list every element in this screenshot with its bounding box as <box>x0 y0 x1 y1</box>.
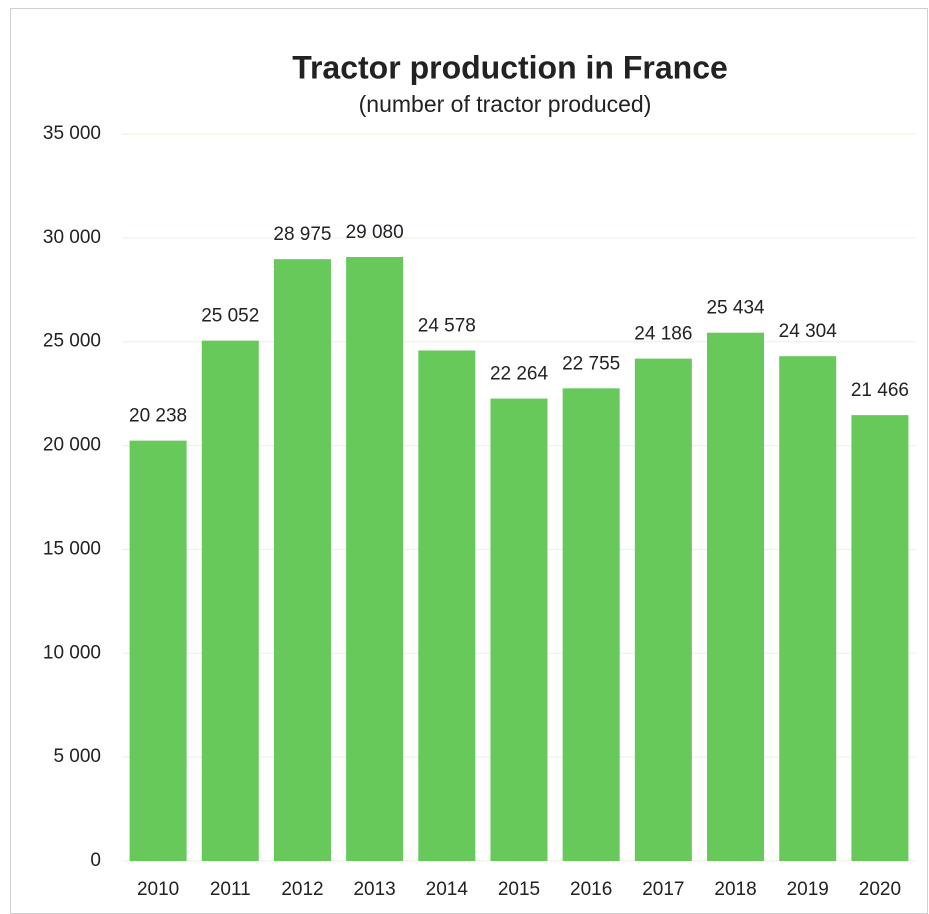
bar <box>851 415 909 861</box>
y-tick-label: 15 000 <box>43 538 101 559</box>
x-tick-label: 2015 <box>498 879 540 900</box>
x-tick-label: 2018 <box>714 879 756 900</box>
x-tick-label: 2020 <box>859 879 901 900</box>
value-label: 28 975 <box>273 224 331 245</box>
x-tick-label: 2014 <box>426 879 469 900</box>
x-tick-label: 2016 <box>570 879 612 900</box>
y-tick-label: 10 000 <box>43 642 101 663</box>
x-tick-label: 2013 <box>353 879 395 900</box>
value-label: 21 466 <box>851 380 909 401</box>
x-tick-label: 2010 <box>137 879 179 900</box>
bar <box>634 358 692 861</box>
bar <box>779 356 837 861</box>
bar <box>129 440 187 861</box>
value-label: 29 080 <box>346 222 404 243</box>
value-label: 24 186 <box>634 324 692 345</box>
y-tick-label: 0 <box>90 850 101 871</box>
x-tick-label: 2011 <box>210 879 251 900</box>
y-tick-label: 25 000 <box>43 331 101 352</box>
bar <box>201 340 259 862</box>
bar <box>707 332 765 862</box>
chart-subtitle: (number of tractor produced) <box>359 91 652 117</box>
y-tick-label: 20 000 <box>43 435 101 456</box>
value-label: 24 578 <box>418 315 476 336</box>
bar <box>562 388 620 861</box>
bar <box>273 259 331 862</box>
value-label: 24 304 <box>779 321 838 342</box>
chart-title: Tractor production in France <box>292 49 728 85</box>
value-label: 22 755 <box>562 353 620 374</box>
bar <box>346 256 404 861</box>
y-tick-label: 5 000 <box>53 746 101 767</box>
value-label: 25 052 <box>201 306 259 327</box>
bar <box>490 398 548 861</box>
value-label: 25 434 <box>706 298 765 319</box>
y-tick-label: 35 000 <box>43 123 101 144</box>
bar <box>418 350 476 861</box>
value-label: 22 264 <box>490 364 549 385</box>
x-tick-label: 2012 <box>281 879 323 900</box>
x-tick-label: 2019 <box>787 879 829 900</box>
x-tick-label: 2017 <box>642 879 684 900</box>
value-label: 20 238 <box>129 406 187 427</box>
y-tick-label: 30 000 <box>43 227 101 248</box>
